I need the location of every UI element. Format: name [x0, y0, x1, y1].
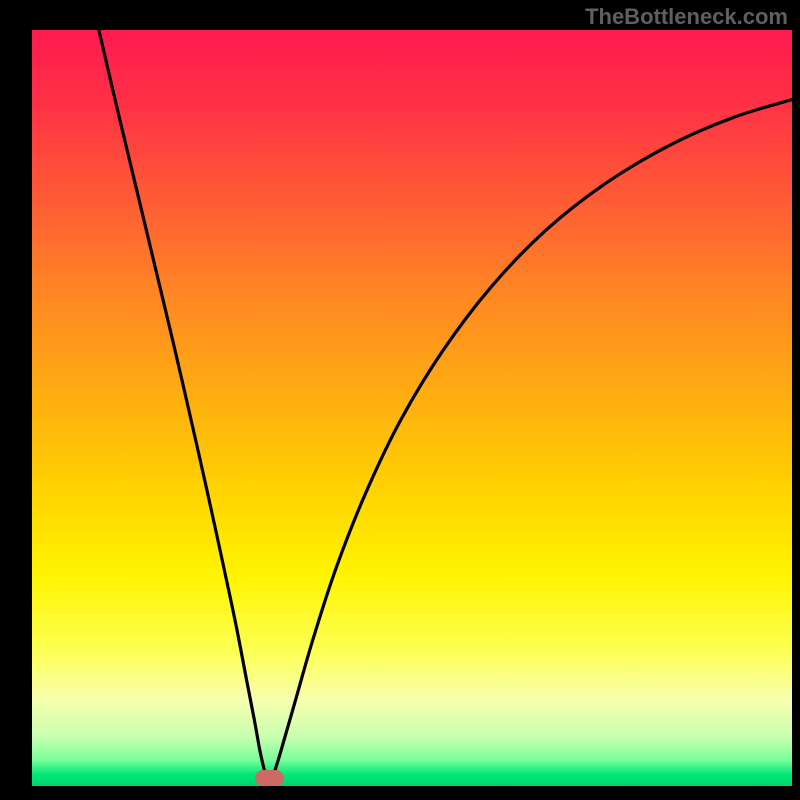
optimal-marker	[255, 770, 284, 786]
plot-area	[32, 30, 792, 786]
chart-container: TheBottleneck.com	[0, 0, 800, 800]
curve-path	[99, 30, 792, 780]
bottleneck-curve	[32, 30, 792, 786]
watermark-text: TheBottleneck.com	[585, 4, 788, 30]
